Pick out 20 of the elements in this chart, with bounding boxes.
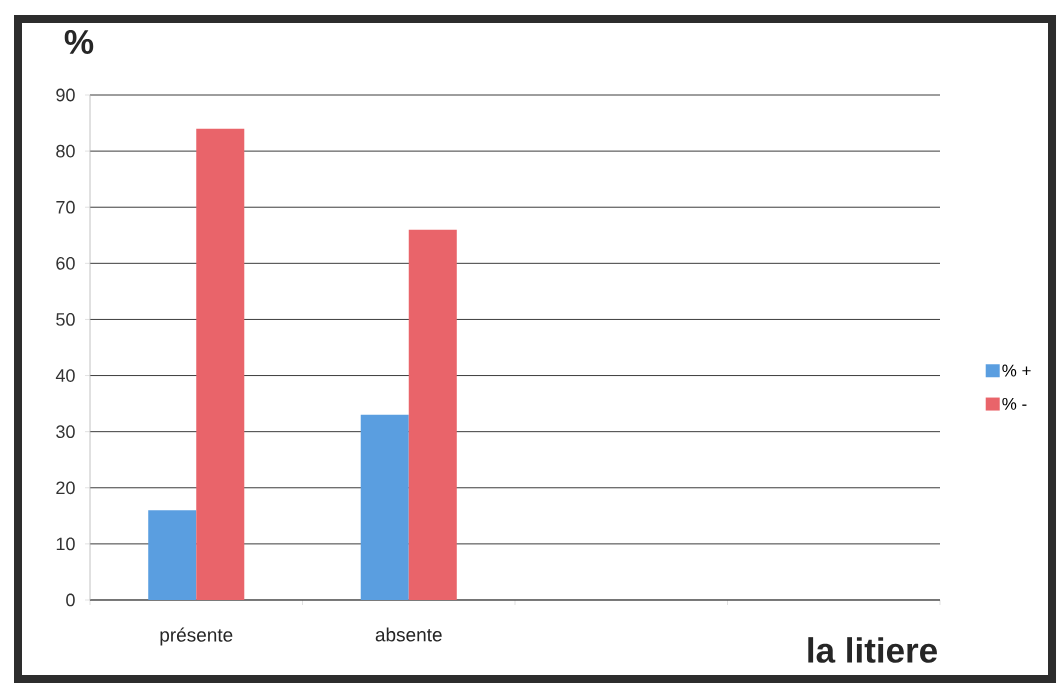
bar	[196, 128, 245, 600]
y-tick-label: 30	[56, 425, 75, 439]
bar	[360, 414, 409, 600]
legend-label: % +	[1002, 364, 1031, 377]
y-tick-label: 50	[56, 313, 75, 326]
y-tick-label: 60	[56, 256, 75, 270]
legend-label: % -	[1002, 397, 1027, 410]
y-tick-label: 80	[56, 144, 75, 158]
y-tick-label: 20	[56, 481, 75, 495]
y-tick-label: 70	[56, 200, 75, 214]
bar	[408, 229, 457, 600]
bar	[148, 510, 197, 600]
y-tick-label: 10	[56, 537, 75, 551]
x-tick-label: présente	[160, 627, 233, 646]
y-tick-label: 90	[56, 88, 75, 102]
y-axis-title: %	[64, 30, 94, 54]
y-tick-label: 0	[66, 593, 75, 607]
x-axis-title: la litiere	[808, 637, 937, 663]
y-tick-label: 40	[55, 369, 75, 382]
x-tick-label: absente	[375, 627, 442, 642]
